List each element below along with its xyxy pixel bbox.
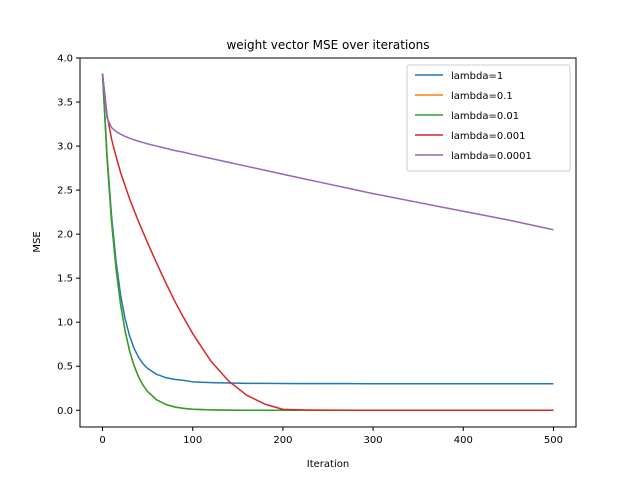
y-axis: 0.0 0.5 1.0 1.5 2.0 2.5 3.0 3.5 4.0 bbox=[57, 54, 80, 417]
x-axis: 0 100 200 300 400 500 bbox=[99, 427, 563, 446]
x-tick-label: 200 bbox=[273, 435, 292, 446]
legend-entry: lambda=1 bbox=[451, 71, 503, 82]
y-tick-label: 0.5 bbox=[57, 362, 73, 373]
x-tick-label: 500 bbox=[544, 435, 563, 446]
x-tick-label: 0 bbox=[99, 435, 105, 446]
series-line-3 bbox=[101, 73, 554, 412]
y-tick-label: 0.0 bbox=[57, 406, 73, 417]
series-line-4 bbox=[101, 73, 554, 231]
x-tick-label: 100 bbox=[183, 435, 202, 446]
y-tick-label: 2.5 bbox=[57, 186, 73, 197]
legend-box bbox=[406, 64, 571, 172]
y-tick-label: 2.0 bbox=[57, 230, 73, 241]
x-tick-label: 300 bbox=[364, 435, 383, 446]
legend-entry: lambda=0.1 bbox=[451, 91, 513, 102]
y-tick-label: 3.5 bbox=[57, 98, 73, 109]
legend-entry: lambda=0.0001 bbox=[451, 151, 532, 162]
series-layer bbox=[101, 73, 554, 412]
legend: lambda=1 lambda=0.1 lambda=0.01 lambda=0.00… bbox=[406, 64, 571, 172]
legend-entry: lambda=0.001 bbox=[451, 131, 525, 142]
legend-entry: lambda=0.01 bbox=[451, 111, 519, 122]
chart-title: weight vector MSE over iterations bbox=[226, 38, 429, 52]
x-axis-label: Iteration bbox=[307, 459, 349, 470]
x-tick-label: 400 bbox=[454, 435, 473, 446]
plot-frame bbox=[79, 57, 577, 428]
y-tick-label: 1.0 bbox=[57, 318, 73, 329]
y-tick-label: 3.0 bbox=[57, 142, 73, 153]
y-tick-label: 4.0 bbox=[57, 54, 73, 65]
y-tick-label: 1.5 bbox=[57, 274, 73, 285]
y-axis-label: MSE bbox=[32, 231, 43, 252]
series-line-0 bbox=[101, 73, 554, 385]
